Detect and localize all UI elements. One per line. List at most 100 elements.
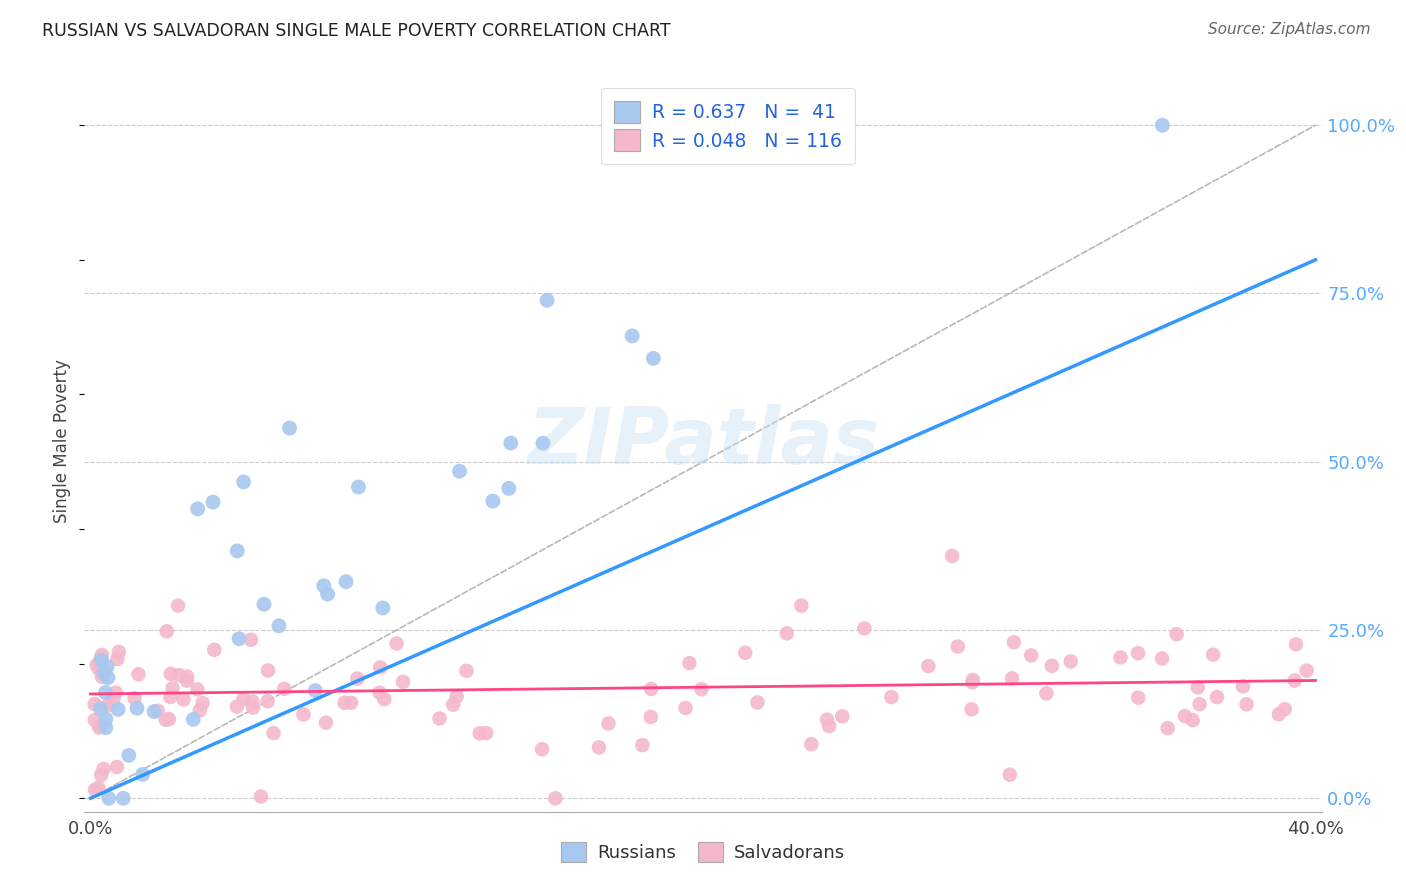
Point — [90, 653, 112, 667]
Point — [335, 574, 357, 589]
Point — [87, 657, 110, 671]
Point — [250, 789, 273, 804]
Point — [225, 699, 247, 714]
Point — [256, 694, 278, 708]
Point — [1157, 721, 1180, 735]
Point — [640, 710, 662, 724]
Point — [446, 690, 468, 704]
Text: Source: ZipAtlas.com: Source: ZipAtlas.com — [1208, 22, 1371, 37]
Point — [1187, 681, 1209, 695]
Point — [87, 721, 110, 735]
Point — [157, 712, 180, 726]
Point — [1188, 697, 1211, 711]
Point — [1295, 664, 1317, 678]
Point — [962, 675, 984, 690]
Point — [468, 726, 491, 740]
Point — [187, 501, 209, 516]
Point — [1166, 627, 1188, 641]
Point — [1002, 635, 1025, 649]
Point — [97, 671, 120, 685]
Point — [631, 738, 654, 752]
Point — [112, 791, 135, 805]
Point — [998, 768, 1021, 782]
Point — [790, 599, 813, 613]
Point — [960, 702, 983, 716]
Point — [346, 672, 368, 686]
Point — [482, 494, 505, 508]
Point — [125, 701, 148, 715]
Point — [678, 656, 700, 670]
Point — [818, 719, 841, 733]
Point — [1181, 713, 1204, 727]
Point — [815, 713, 838, 727]
Point — [176, 669, 198, 683]
Point — [278, 421, 301, 435]
Point — [91, 670, 114, 684]
Point — [449, 464, 471, 478]
Point — [239, 632, 262, 647]
Point — [162, 681, 184, 696]
Point — [108, 645, 131, 659]
Text: ZIPatlas: ZIPatlas — [527, 403, 879, 480]
Point — [1284, 673, 1306, 688]
Point — [155, 713, 177, 727]
Point — [167, 668, 190, 682]
Point — [90, 651, 112, 665]
Point — [104, 686, 127, 700]
Point — [232, 692, 254, 706]
Point — [385, 636, 408, 650]
Point — [853, 621, 876, 635]
Point — [186, 682, 208, 697]
Point — [536, 293, 558, 308]
Point — [263, 726, 285, 740]
Point — [776, 626, 799, 640]
Text: RUSSIAN VS SALVADORAN SINGLE MALE POVERTY CORRELATION CHART: RUSSIAN VS SALVADORAN SINGLE MALE POVERT… — [42, 22, 671, 40]
Point — [94, 712, 117, 726]
Point — [962, 673, 984, 687]
Point — [1019, 648, 1042, 663]
Point — [143, 705, 166, 719]
Point — [1152, 118, 1174, 132]
Point — [232, 475, 254, 489]
Point — [1035, 686, 1057, 700]
Point — [800, 737, 823, 751]
Point — [97, 791, 120, 805]
Point — [598, 716, 620, 731]
Point — [202, 643, 225, 657]
Point — [89, 719, 111, 733]
Point — [544, 791, 567, 805]
Point — [441, 698, 464, 712]
Point — [429, 711, 451, 725]
Point — [316, 587, 339, 601]
Point — [315, 715, 337, 730]
Point — [1274, 702, 1296, 716]
Point — [456, 664, 478, 678]
Point — [643, 351, 665, 366]
Point — [94, 721, 117, 735]
Point — [392, 674, 415, 689]
Point — [90, 701, 112, 715]
Point — [93, 666, 115, 681]
Point — [242, 695, 264, 709]
Point — [312, 579, 335, 593]
Point — [273, 681, 295, 696]
Y-axis label: Single Male Poverty: Single Male Poverty — [53, 359, 72, 524]
Point — [107, 702, 129, 716]
Point — [188, 703, 211, 717]
Point — [86, 658, 108, 673]
Point — [747, 696, 769, 710]
Point — [621, 329, 644, 343]
Point — [690, 682, 713, 697]
Legend: R = 0.637   N =  41, R = 0.048   N = 116: R = 0.637 N = 41, R = 0.048 N = 116 — [600, 88, 855, 164]
Point — [87, 780, 110, 795]
Point — [105, 760, 128, 774]
Point — [880, 690, 903, 705]
Point — [1232, 680, 1254, 694]
Point — [498, 482, 520, 496]
Point — [156, 624, 179, 639]
Point — [1285, 637, 1308, 651]
Point — [94, 685, 117, 699]
Point — [1174, 709, 1197, 723]
Point — [181, 712, 204, 726]
Point — [228, 632, 250, 646]
